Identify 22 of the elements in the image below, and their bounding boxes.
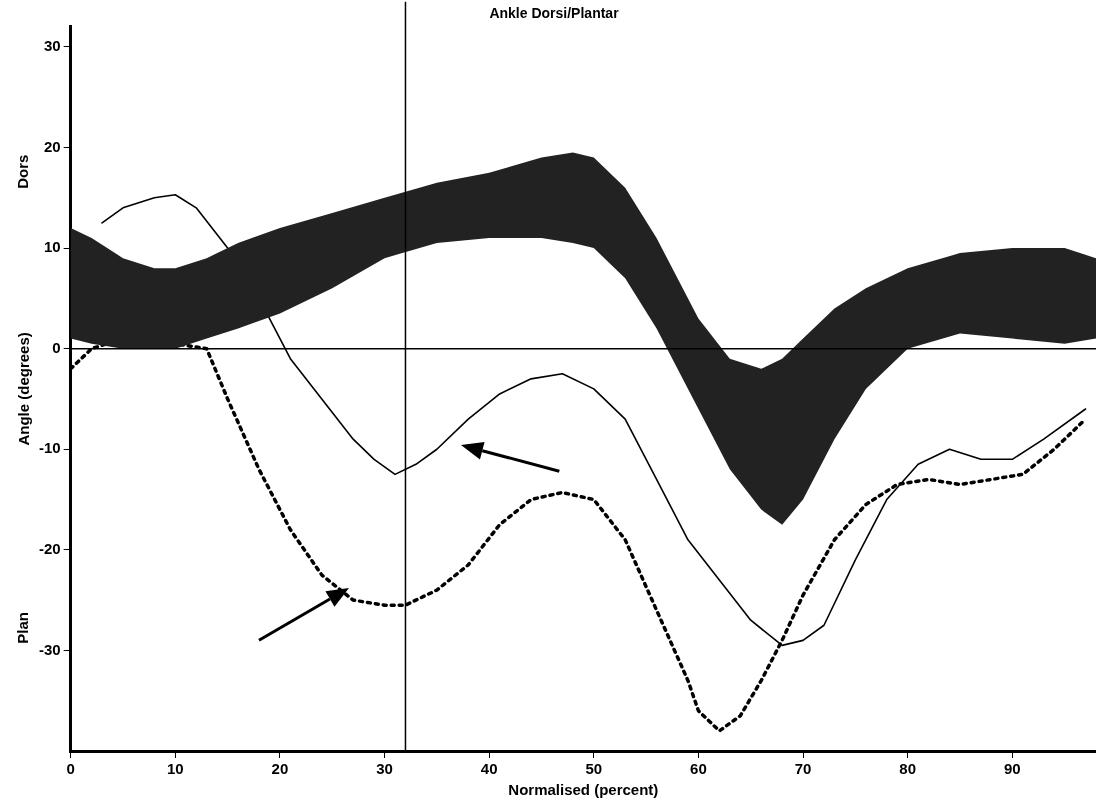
y-tick-label: 0 [52,338,61,356]
y-tick-label: -30 [38,640,61,658]
x-tick-label: 30 [376,760,393,778]
y-tick-label: 20 [43,137,61,155]
y-tick-label: 30 [43,37,61,55]
text: Dors [14,154,32,189]
x-axis-title: Normalised (percent) [508,781,659,799]
x-tick-label: 70 [794,760,812,778]
x-tick-label: 0 [66,760,75,778]
x-tick-label: 20 [271,760,289,778]
x-tick-label: 90 [1003,760,1021,778]
y-axis-title: Angle (degrees) [15,332,33,446]
text: Plan [14,612,32,644]
x-tick-label: 60 [690,760,707,778]
y-tick-label: 10 [43,238,61,256]
x-tick-label: 10 [166,760,184,778]
chart-title: Ankle Dorsi/Plantar [489,5,620,22]
x-tick-label: 80 [899,760,917,778]
y-tick-label: -10 [38,439,61,457]
x-tick-label: 40 [480,760,498,778]
x-tick-label: 50 [585,760,603,778]
y-tick-label: -20 [38,539,61,557]
